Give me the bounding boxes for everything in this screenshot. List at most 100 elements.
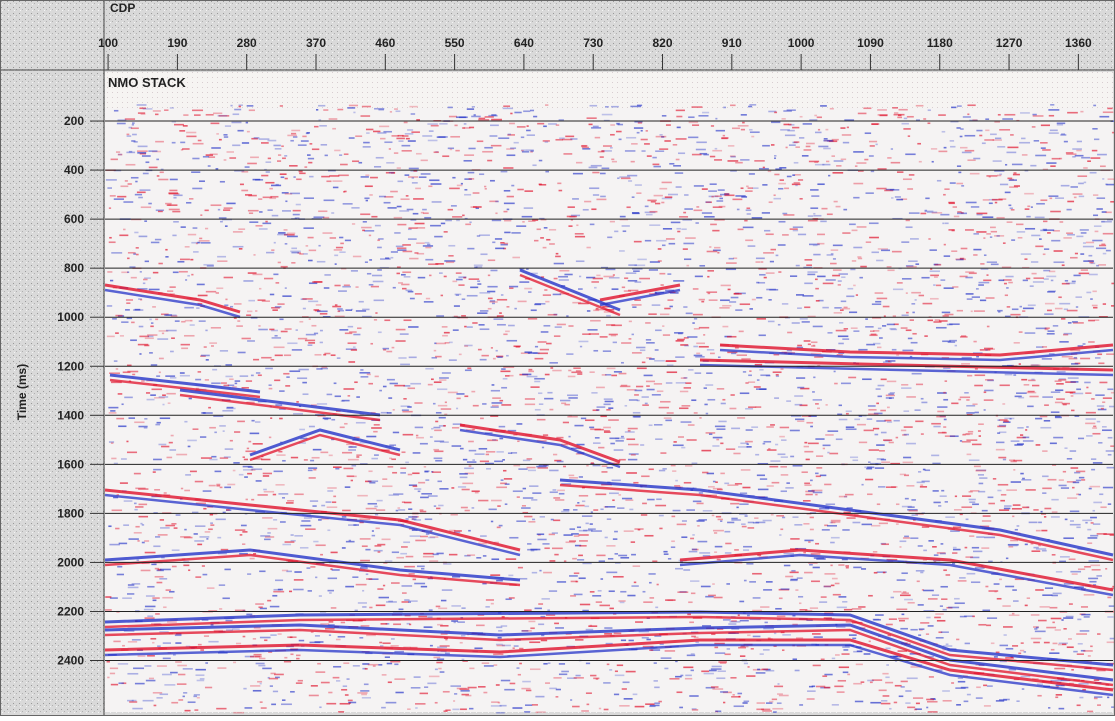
noise-dash (308, 260, 313, 262)
noise-dash (253, 443, 263, 445)
noise-dash (570, 699, 572, 701)
noise-dash (301, 520, 310, 522)
noise-dash (425, 242, 430, 244)
noise-dash (626, 472, 637, 474)
noise-dash (725, 653, 731, 655)
noise-dash (1050, 165, 1055, 167)
noise-dash (427, 616, 432, 618)
noise-dash (1086, 292, 1091, 294)
noise-dash (267, 600, 271, 602)
noise-dash (167, 204, 178, 206)
noise-dash (402, 135, 408, 137)
noise-dash (397, 507, 400, 509)
noise-dash (259, 288, 261, 290)
noise-dash (836, 165, 841, 167)
noise-dash (633, 270, 640, 272)
noise-dash (261, 357, 271, 359)
noise-dash (278, 262, 281, 264)
noise-dash (492, 242, 495, 244)
noise-dash (811, 553, 821, 555)
noise-dash (177, 665, 187, 667)
noise-dash (838, 335, 848, 337)
noise-dash (920, 484, 923, 486)
noise-dash (431, 183, 442, 185)
noise-dash (714, 247, 720, 249)
noise-dash (249, 212, 253, 214)
noise-dash (1085, 392, 1091, 394)
noise-dash (1090, 565, 1100, 567)
noise-dash (141, 570, 151, 572)
noise-dash (557, 183, 561, 185)
noise-dash (620, 602, 625, 604)
noise-dash (407, 129, 413, 131)
noise-dash (404, 122, 408, 124)
noise-dash (387, 207, 396, 209)
noise-dash (242, 543, 245, 545)
noise-dash (1055, 380, 1062, 382)
noise-dash (777, 615, 786, 617)
noise-dash (982, 520, 991, 522)
noise-dash (432, 201, 442, 203)
noise-dash (1066, 283, 1075, 285)
noise-dash (647, 389, 655, 391)
noise-dash (1103, 233, 1114, 235)
noise-dash (1051, 516, 1060, 518)
noise-dash (747, 443, 749, 445)
noise-dash (833, 172, 844, 174)
noise-dash (110, 195, 116, 197)
noise-dash (795, 419, 804, 421)
noise-dash (775, 608, 781, 610)
noise-dash (347, 678, 350, 680)
noise-dash (156, 375, 160, 377)
noise-dash (108, 525, 111, 527)
noise-dash (627, 595, 635, 597)
noise-dash (919, 161, 922, 163)
noise-dash (568, 376, 576, 378)
noise-dash (721, 285, 731, 287)
noise-dash (223, 385, 229, 387)
noise-dash (711, 125, 714, 127)
noise-dash (743, 371, 746, 373)
noise-dash (217, 256, 226, 258)
noise-dash (393, 432, 399, 434)
noise-dash (810, 529, 814, 531)
noise-dash (538, 392, 542, 394)
noise-dash (169, 209, 180, 211)
noise-dash (687, 655, 695, 657)
noise-dash (624, 698, 633, 700)
noise-dash (1044, 508, 1051, 510)
noise-dash (1097, 154, 1107, 156)
noise-dash (300, 547, 308, 549)
noise-dash (282, 295, 291, 297)
noise-dash (1047, 310, 1052, 312)
noise-dash (246, 499, 248, 501)
noise-dash (243, 636, 246, 638)
noise-dash (662, 198, 672, 200)
noise-dash (362, 106, 371, 108)
noise-dash (546, 343, 552, 345)
noise-dash (815, 473, 819, 475)
noise-dash (715, 426, 725, 428)
noise-dash (689, 122, 698, 124)
noise-dash (624, 530, 634, 532)
noise-dash (143, 279, 148, 281)
noise-dash (1010, 418, 1012, 420)
noise-dash (940, 279, 945, 281)
noise-dash (602, 114, 613, 116)
noise-dash (457, 185, 463, 187)
noise-dash (402, 601, 409, 603)
noise-dash (516, 667, 519, 669)
noise-dash (778, 324, 781, 326)
noise-dash (245, 166, 250, 168)
noise-dash (233, 246, 244, 248)
noise-dash (916, 570, 925, 572)
noise-dash (376, 157, 384, 159)
noise-dash (298, 144, 307, 146)
noise-dash (107, 305, 112, 307)
noise-dash (665, 420, 672, 422)
noise-dash (503, 167, 513, 169)
noise-dash (524, 207, 533, 209)
noise-dash (937, 180, 941, 182)
noise-dash (720, 443, 723, 445)
noise-dash (211, 147, 221, 149)
